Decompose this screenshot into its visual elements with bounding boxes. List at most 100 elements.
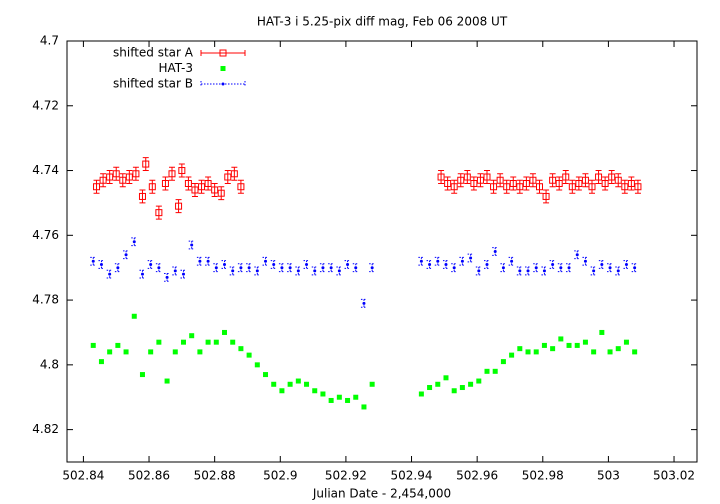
point xyxy=(517,346,523,352)
point xyxy=(558,336,564,342)
point xyxy=(255,269,259,273)
error-bar xyxy=(589,179,595,194)
error-bar xyxy=(634,179,641,194)
error-bar xyxy=(516,179,523,194)
point xyxy=(450,183,458,191)
point xyxy=(600,262,604,266)
point xyxy=(510,259,514,263)
point xyxy=(632,349,638,355)
point xyxy=(155,209,163,217)
error-bar xyxy=(211,182,218,197)
point xyxy=(555,179,563,187)
point xyxy=(361,404,367,410)
error-bar xyxy=(100,173,107,188)
point xyxy=(131,313,137,319)
point xyxy=(623,339,629,345)
point xyxy=(115,342,121,348)
legend-marker xyxy=(220,66,226,71)
point xyxy=(503,183,511,191)
point xyxy=(460,259,464,263)
point xyxy=(224,173,232,181)
point xyxy=(271,381,277,387)
error-bar xyxy=(444,176,451,191)
point xyxy=(362,301,366,305)
point xyxy=(444,179,452,187)
point xyxy=(93,183,101,191)
point xyxy=(559,266,563,270)
error-bar xyxy=(569,179,576,194)
point xyxy=(591,349,597,355)
point xyxy=(165,275,169,279)
legend-marker xyxy=(219,49,227,57)
point xyxy=(574,342,580,348)
point xyxy=(123,349,129,355)
point xyxy=(91,259,95,263)
point xyxy=(119,176,127,184)
point xyxy=(230,339,236,345)
x-tick-label: 502.92 xyxy=(325,469,367,483)
chart-title: HAT-3 i 5.25-pix diff mag, Feb 06 2008 U… xyxy=(257,15,508,29)
point xyxy=(418,391,424,397)
point xyxy=(198,259,202,263)
point xyxy=(108,272,112,276)
legend-line xyxy=(200,50,246,56)
point xyxy=(206,259,210,263)
point xyxy=(90,342,96,348)
point xyxy=(566,342,572,348)
point xyxy=(173,269,177,273)
point xyxy=(345,397,351,403)
point xyxy=(263,372,269,378)
point xyxy=(189,333,195,339)
error-bar xyxy=(484,170,490,184)
point xyxy=(568,183,576,191)
error-bar xyxy=(162,176,169,191)
point xyxy=(238,346,244,352)
point xyxy=(485,262,489,266)
point xyxy=(549,176,557,184)
point xyxy=(437,173,445,181)
point xyxy=(468,381,474,387)
error-bar xyxy=(149,179,156,194)
point xyxy=(608,173,616,181)
point xyxy=(312,388,318,394)
error-bar xyxy=(457,173,464,188)
error-bar xyxy=(237,179,244,194)
point xyxy=(624,262,628,266)
point xyxy=(443,375,449,381)
point xyxy=(125,173,133,181)
point xyxy=(588,183,596,191)
error-bar xyxy=(556,176,563,191)
point xyxy=(616,269,620,273)
point xyxy=(175,202,183,210)
point xyxy=(542,269,546,273)
point xyxy=(452,266,456,270)
point xyxy=(295,378,301,384)
point xyxy=(112,170,120,178)
point xyxy=(132,170,140,178)
point xyxy=(172,349,178,355)
error-bar xyxy=(503,179,510,194)
point xyxy=(542,192,550,200)
point xyxy=(518,269,522,273)
point xyxy=(615,346,621,352)
point xyxy=(608,266,612,270)
error-bar xyxy=(119,173,126,188)
point xyxy=(230,170,238,178)
error-bar xyxy=(178,163,185,178)
point xyxy=(161,179,169,187)
point xyxy=(237,183,245,191)
point xyxy=(107,349,113,355)
point xyxy=(582,339,588,345)
point xyxy=(142,160,150,168)
point xyxy=(313,269,317,273)
point xyxy=(526,269,530,273)
point xyxy=(214,266,218,270)
point xyxy=(280,266,284,270)
error-bar xyxy=(615,173,622,188)
point xyxy=(463,173,471,181)
point xyxy=(533,349,539,355)
point xyxy=(427,385,433,391)
point xyxy=(287,381,293,387)
x-axis-label: Julian Date - 2,454,000 xyxy=(312,487,451,501)
